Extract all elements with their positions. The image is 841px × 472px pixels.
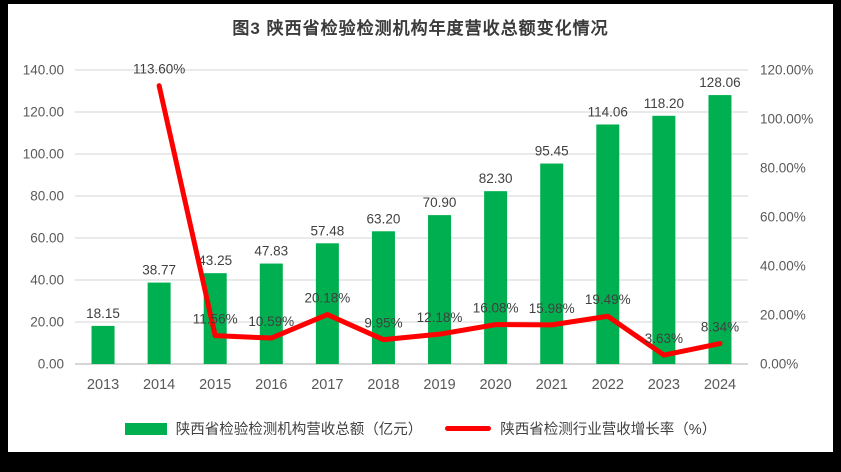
- chart-canvas: 图3 陕西省检验检测机构年度营收总额变化情况 0.00 20.00 40.00 60.…: [8, 4, 833, 452]
- bar-value-label: 63.20: [367, 211, 401, 226]
- bar-value-label: 128.06: [699, 75, 740, 90]
- y-axis-left-tick-label: 140.00: [23, 63, 64, 78]
- bar: [147, 282, 171, 364]
- bar: [708, 95, 732, 364]
- bar-value-label: 38.77: [142, 263, 176, 278]
- x-axis-label: 2021: [536, 377, 568, 393]
- y-axis-right-tick-label: 60.00%: [760, 210, 806, 225]
- line-value-label: 15.98%: [529, 301, 575, 316]
- x-axis-label: 2020: [479, 377, 511, 393]
- y-axis-right-tick-label: 80.00%: [760, 161, 806, 176]
- x-axis-label: 2019: [423, 377, 455, 393]
- y-axis-left-tick-label: 80.00: [30, 189, 64, 204]
- legend: 陕西省检验检测机构营收总额（亿元） 陕西省检测行业营收增长率（%）: [8, 418, 833, 439]
- y-axis-left-tick-label: 0.00: [38, 357, 64, 372]
- line-value-label: 9.95%: [364, 316, 402, 331]
- chart-title: 图3 陕西省检验检测机构年度营收总额变化情况: [232, 19, 609, 38]
- bar-value-label: 114.06: [588, 104, 628, 119]
- line-value-label: 20.18%: [304, 291, 350, 306]
- line-value-label: 8.34%: [701, 320, 739, 335]
- bar: [315, 243, 339, 364]
- bar: [91, 325, 115, 364]
- bar-value-label: 43.25: [198, 253, 232, 268]
- y-axis-right-tick-label: 40.00%: [760, 259, 806, 274]
- y-axis-right-tick-label: 20.00%: [760, 308, 806, 323]
- bar-value-label: 95.45: [535, 144, 569, 159]
- bar-value-label: 118.20: [644, 96, 684, 111]
- x-axis-label: 2015: [199, 377, 231, 393]
- x-axis-label: 2017: [311, 377, 343, 393]
- line-value-label: 11.56%: [193, 312, 238, 327]
- y-axis-right-tick-label: 120.00%: [760, 63, 813, 78]
- line-value-label: 113.60%: [133, 62, 185, 77]
- bar: [371, 231, 395, 364]
- bar: [540, 163, 564, 364]
- x-axis-label: 2018: [367, 377, 399, 393]
- x-axis-label: 2023: [648, 377, 680, 393]
- bar: [484, 191, 508, 364]
- x-axis-label: 2014: [143, 377, 175, 393]
- line-value-label: 10.59%: [248, 314, 294, 329]
- line-value-label: 12.18%: [417, 310, 463, 325]
- bar: [652, 115, 676, 364]
- x-axis-label: 2022: [592, 377, 624, 393]
- y-axis-left-tick-label: 40.00: [30, 273, 64, 288]
- legend-bar-label: 陕西省检验检测机构营收总额（亿元）: [175, 422, 423, 438]
- line-value-label: 16.08%: [473, 301, 519, 316]
- y-axis-left-tick-label: 20.00: [30, 315, 64, 330]
- chart-svg: 0.00 20.00 40.00 60.00 80.00 100.00 120.00 140.…: [23, 62, 814, 393]
- bar: [596, 124, 620, 364]
- bar-value-label: 82.30: [479, 171, 513, 186]
- y-axis-right-tick-label: 0.00%: [760, 357, 798, 372]
- x-axis-label: 2016: [255, 377, 287, 393]
- bar-value-label: 70.90: [423, 195, 457, 210]
- y-axis-left-tick-label: 60.00: [30, 231, 64, 246]
- x-axis-label: 2013: [87, 377, 119, 393]
- y-axis-left-tick-label: 120.00: [23, 105, 64, 120]
- x-axis-label: 2024: [704, 377, 736, 393]
- bar-value-label: 47.83: [254, 244, 288, 259]
- bar: [203, 273, 227, 364]
- bar-value-label: 18.15: [86, 306, 120, 321]
- bar-value-label: 57.48: [310, 223, 344, 238]
- legend-line-swatch-icon: [445, 426, 492, 431]
- bar: [428, 215, 452, 364]
- line-value-label: 3.63%: [645, 331, 683, 346]
- growth-rate-line: [156, 83, 723, 358]
- y-axis-right-tick-label: 100.00%: [760, 112, 813, 127]
- legend-bar-swatch-icon: [124, 422, 167, 435]
- line-value-label: 19.49%: [585, 292, 631, 307]
- legend-line-label: 陕西省检测行业营收增长率（%）: [500, 422, 717, 438]
- y-axis-left-tick-label: 100.00: [23, 147, 64, 162]
